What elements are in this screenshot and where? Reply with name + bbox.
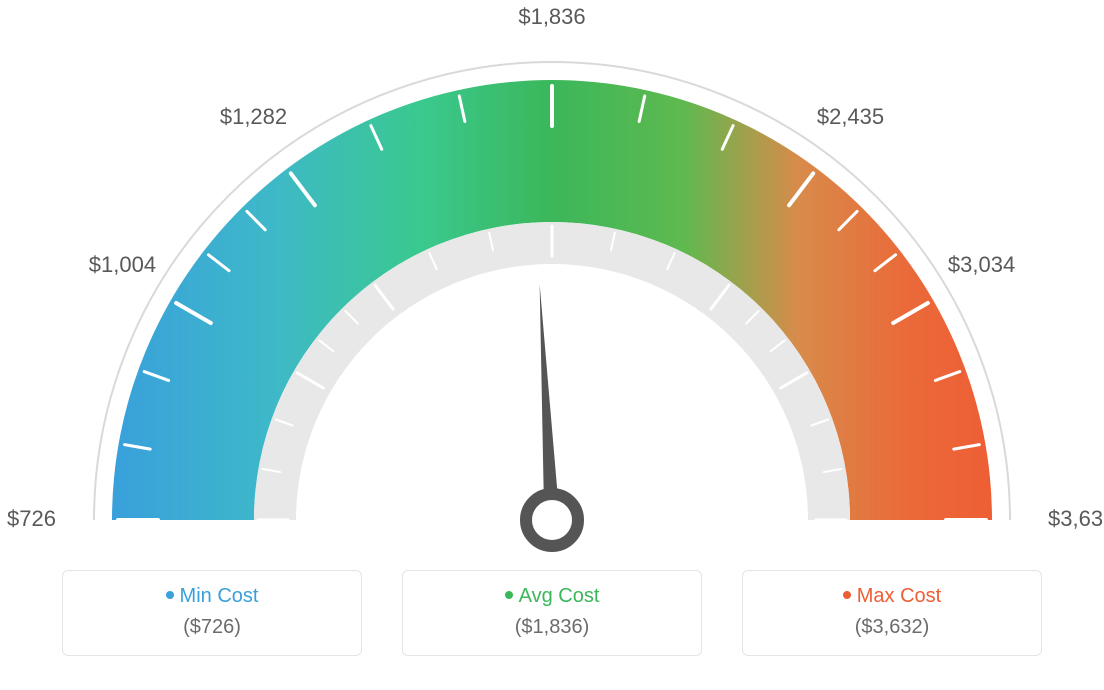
gauge-svg: $726 $1,004 $1,282 $1,836 $2,435 $3,034 $3,632	[0, 0, 1104, 560]
dot-icon	[843, 591, 851, 599]
legend-min-value: ($726)	[73, 616, 351, 639]
scale-label: $1,836	[518, 4, 585, 29]
legend-row: Min Cost ($726) Avg Cost ($1,836) Max Co…	[0, 570, 1104, 656]
legend-avg-label: Avg Cost	[519, 585, 600, 607]
legend-card-max: Max Cost ($3,632)	[742, 570, 1042, 656]
legend-max-label: Max Cost	[857, 585, 941, 607]
scale-label: $3,632	[1048, 506, 1104, 531]
dot-icon	[166, 591, 174, 599]
legend-card-avg: Avg Cost ($1,836)	[402, 570, 702, 656]
dot-icon	[505, 591, 513, 599]
legend-max-value: ($3,632)	[753, 616, 1031, 639]
cost-gauge: $726 $1,004 $1,282 $1,836 $2,435 $3,034 $3,632	[0, 0, 1104, 560]
legend-min-label: Min Cost	[180, 585, 259, 607]
scale-label: $2,435	[817, 104, 884, 129]
legend-avg-title: Avg Cost	[413, 585, 691, 608]
legend-min-title: Min Cost	[73, 585, 351, 608]
legend-avg-value: ($1,836)	[413, 616, 691, 639]
scale-label: $3,034	[948, 252, 1015, 277]
scale-label: $726	[7, 506, 56, 531]
scale-label: $1,004	[89, 252, 156, 277]
legend-max-title: Max Cost	[753, 585, 1031, 608]
scale-label: $1,282	[220, 104, 287, 129]
legend-card-min: Min Cost ($726)	[62, 570, 362, 656]
